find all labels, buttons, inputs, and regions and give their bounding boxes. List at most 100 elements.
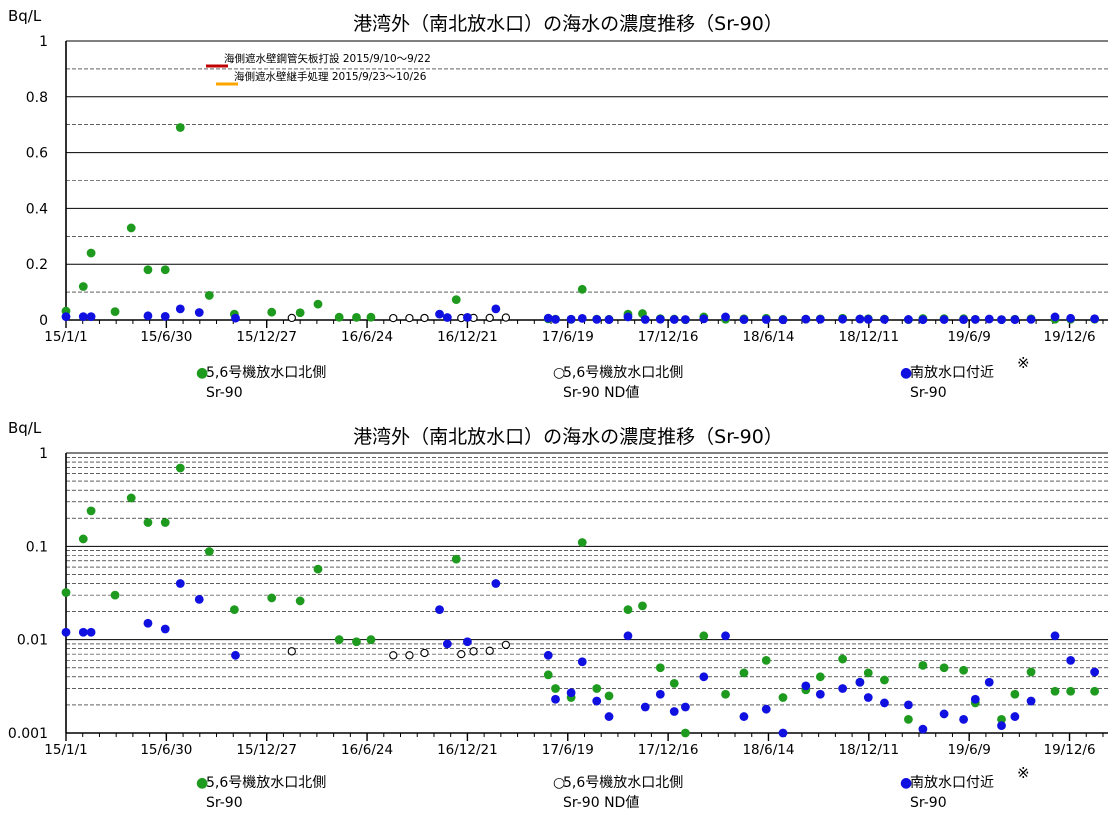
data-point-south (435, 309, 444, 319)
data-point-south (918, 315, 928, 325)
data-point-south (194, 308, 204, 317)
legend-item: ○5,6号機放水口北側 Sr-90 ND値 (553, 775, 683, 811)
data-point-south (463, 312, 472, 322)
data-point-south (855, 314, 865, 324)
data-point-north (204, 291, 214, 300)
legend-sublabel: Sr-90 ND値 (563, 795, 639, 811)
y-tick-label: 0 (39, 313, 48, 329)
data-point-south (815, 314, 825, 324)
data-point-north (160, 265, 170, 275)
grid (65, 40, 1108, 328)
data-point-south (435, 605, 444, 614)
data-point-north (997, 714, 1006, 724)
data-point-south (1026, 696, 1036, 706)
data-point-south (984, 677, 994, 687)
data-point-south (1050, 312, 1060, 322)
data-point-north (334, 635, 344, 645)
x-tick-label: 15/6/30 (140, 742, 192, 758)
data-point-north (352, 637, 361, 647)
data-point-north (918, 661, 928, 670)
data-point-south (855, 677, 865, 687)
data-point-nd (485, 313, 494, 323)
data-point-south (904, 700, 913, 710)
legend-sublabel: Sr-90 (206, 385, 243, 401)
data-point-north (655, 663, 665, 673)
y-tick-label: 0.001 (8, 726, 48, 742)
x-tick-label: 17/12/16 (638, 742, 699, 758)
legend-note: ※ (1017, 354, 1030, 372)
y-tick-label: 0.2 (26, 257, 48, 273)
legend-marker: ● (900, 775, 912, 791)
data-point-north (78, 534, 88, 544)
x-tick-label: 15/1/1 (44, 329, 87, 345)
data-point-north (143, 265, 153, 275)
x-tick-label: 15/12/27 (236, 329, 297, 345)
data-point-north (577, 538, 587, 547)
data-point-south (904, 315, 913, 324)
data-point-nd (287, 647, 296, 656)
legend-label: 5,6号機放水口北側 (206, 775, 326, 791)
data-point-south (739, 315, 749, 324)
y-tick-label: 0.1 (26, 539, 48, 555)
x-tick-label: 18/6/14 (742, 742, 794, 758)
y-tick-labels: 0.001 0.01 0.1 1 (8, 446, 48, 742)
data-point-south (959, 714, 969, 724)
data-point-south (592, 314, 602, 324)
data-point-nd (405, 651, 414, 660)
data-point-south (143, 311, 153, 321)
data-point-south (761, 315, 771, 324)
data-point-south (604, 315, 614, 324)
data-point-south (61, 312, 71, 322)
data-point-nd (287, 313, 296, 323)
data-point-south (801, 681, 811, 691)
data-point-south (623, 312, 633, 322)
data-point-north (110, 590, 120, 600)
data-point-north (681, 728, 690, 738)
data-point-north (175, 123, 185, 132)
data-point-south (778, 728, 788, 738)
data-point-north (86, 506, 96, 516)
data-point-north (592, 684, 602, 693)
data-point-nd (457, 649, 466, 659)
annotation-label: 海側遮水壁継手処理 2015/9/23～10/26 (234, 70, 427, 83)
data-point-south (721, 312, 730, 322)
data-point-north (110, 307, 120, 317)
data-point-north (267, 307, 277, 317)
x-tick-label: 18/12/11 (839, 742, 900, 758)
x-tick-label: 15/1/1 (44, 742, 87, 758)
data-point-south (838, 684, 848, 693)
data-point-south (143, 618, 153, 628)
data-point-north (761, 655, 771, 665)
data-point-north (959, 665, 969, 675)
data-point-north (623, 605, 633, 614)
data-point-north (366, 635, 376, 645)
data-point-south (970, 694, 980, 704)
data-point-south (778, 315, 788, 325)
grid (65, 452, 1108, 741)
data-point-south (699, 314, 709, 324)
data-point-south (880, 315, 889, 324)
data-point-south (815, 689, 825, 699)
legend-marker: ● (196, 365, 208, 381)
data-point-south (997, 315, 1006, 325)
y-tick-labels: 0 0.2 0.4 0.6 0.8 1 (26, 34, 48, 329)
data-point-south (592, 696, 602, 706)
data-point-south (577, 313, 587, 323)
data-point-south (1026, 314, 1036, 324)
data-point-north (1050, 686, 1060, 696)
data-point-nd (469, 647, 478, 656)
x-tick-label: 16/6/24 (341, 742, 393, 758)
data-point-south (918, 724, 928, 734)
data-point-south (801, 314, 811, 324)
data-point-south (566, 314, 576, 324)
data-point-south (959, 315, 969, 325)
data-point-south (984, 314, 994, 324)
legend-item: ●南放水口付近 Sr-90 ※ (900, 764, 1030, 811)
data-point-north (451, 295, 461, 305)
data-point-south (604, 712, 614, 721)
data-point-north (126, 223, 136, 233)
data-point-south (623, 631, 633, 641)
data-point-north (739, 668, 749, 678)
legend-label: 5,6号機放水口北側 (563, 775, 683, 791)
data-point-south (442, 313, 452, 322)
